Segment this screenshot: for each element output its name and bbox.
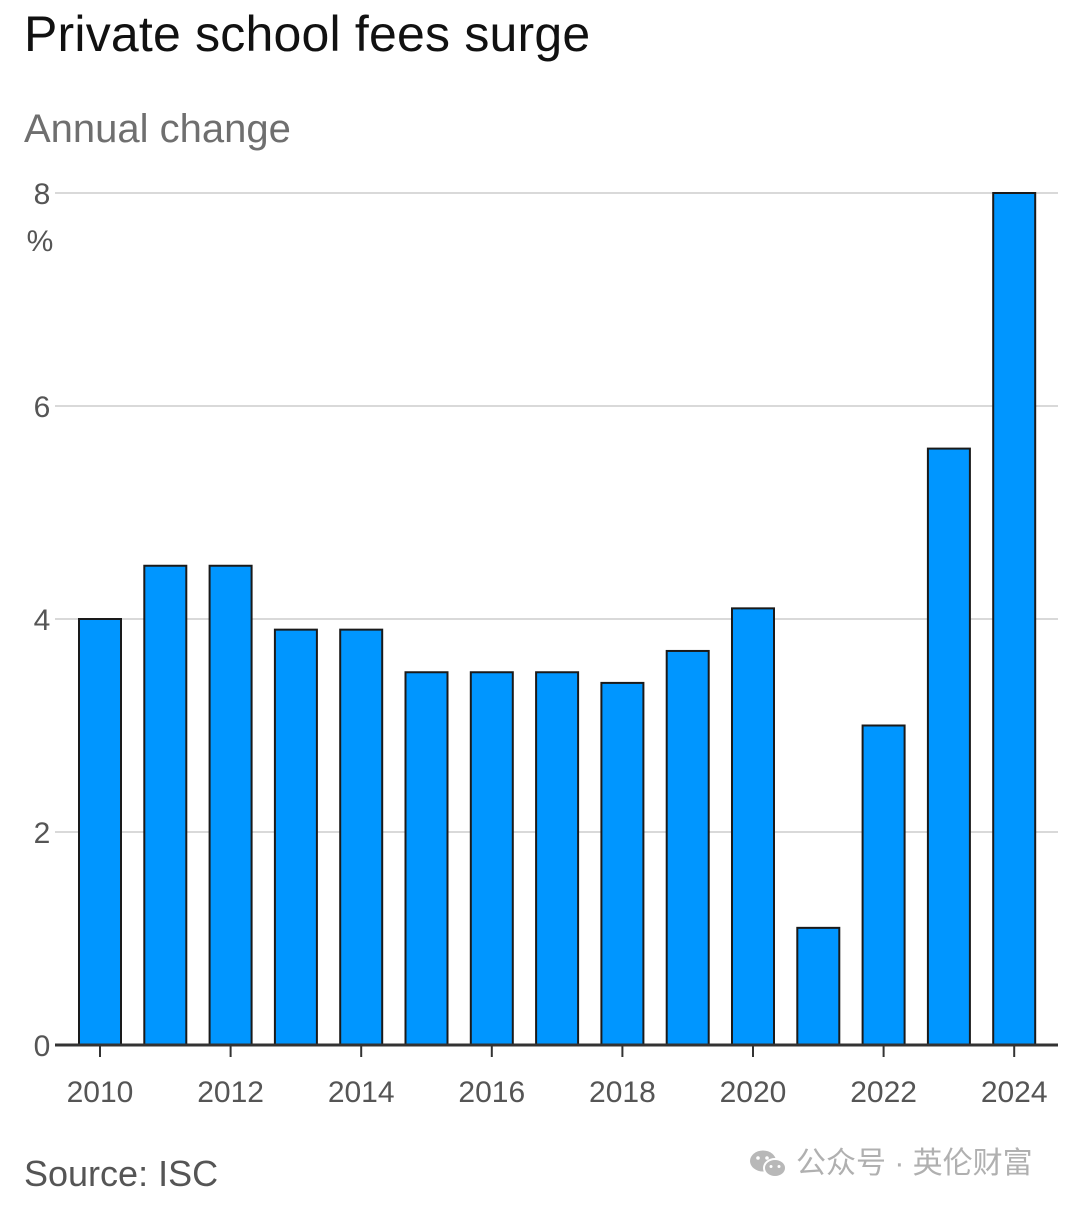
y-tick-label: 6 (34, 391, 51, 424)
bar-2019 (665, 649, 710, 1046)
bar-2021 (796, 926, 841, 1046)
bar-2017 (535, 671, 580, 1046)
bar-chart: 0 2 4 6 8% 2010 2012 2014 2016 2018 2020 2022 2024 (27, 178, 1058, 1109)
bar-2012 (208, 564, 253, 1046)
axes: 0 2 4 6 8% 2010 2012 2014 2016 2018 2020 2022 2024 (27, 178, 1058, 1109)
bar-2010 (78, 618, 122, 1046)
bar-2023 (926, 447, 971, 1047)
bar-2016 (469, 671, 514, 1046)
x-tick-label: 2014 (328, 1076, 395, 1109)
wechat-icon (750, 1150, 787, 1178)
y-tick-label: 8 (34, 178, 51, 211)
x-tick-label: 2018 (589, 1076, 656, 1109)
chart-title: Private school fees surge (24, 6, 591, 62)
y-tick-label: 2 (34, 817, 51, 850)
x-tick-label: 2020 (720, 1076, 787, 1109)
x-tick-label: 2024 (981, 1076, 1048, 1109)
bar-2018 (600, 681, 645, 1047)
bar-2014 (339, 628, 384, 1047)
y-tick-label: 4 (34, 604, 51, 637)
y-axis-unit-label: % (27, 225, 54, 258)
bar-2015 (404, 671, 449, 1046)
x-tick-label: 2022 (850, 1076, 917, 1109)
watermark-text: 公众号 · 英伦财富 (796, 1147, 1033, 1180)
bar-2020 (731, 607, 775, 1046)
bar-2013 (273, 628, 318, 1047)
x-tick-label: 2010 (67, 1076, 134, 1109)
y-tick-label: 0 (34, 1030, 51, 1063)
bar-2022 (861, 724, 906, 1046)
x-tick-label: 2012 (197, 1076, 264, 1109)
bar-2011 (143, 564, 188, 1046)
bar-2024 (992, 192, 1037, 1046)
source-note: Source: ISC (24, 1153, 219, 1194)
watermark: 公众号 · 英伦财富 (748, 1144, 1033, 1184)
chart-subtitle: Annual change (24, 107, 291, 151)
x-tick-label: 2016 (458, 1076, 525, 1109)
